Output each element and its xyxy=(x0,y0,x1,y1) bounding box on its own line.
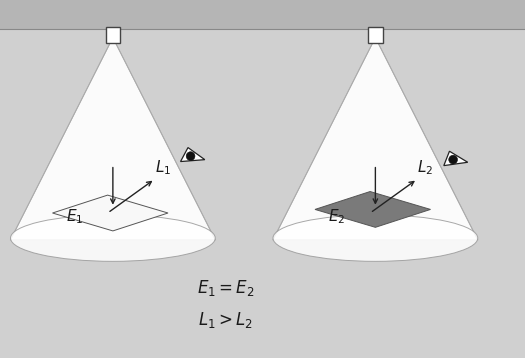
Bar xyxy=(0,0,525,29)
Ellipse shape xyxy=(10,215,215,261)
Polygon shape xyxy=(181,147,205,161)
Text: $L_1$: $L_1$ xyxy=(155,159,171,177)
Text: $E_1$: $E_1$ xyxy=(66,207,83,226)
Text: $E_1 = E_2$: $E_1 = E_2$ xyxy=(197,278,255,298)
Ellipse shape xyxy=(186,152,195,160)
Ellipse shape xyxy=(449,155,457,164)
Bar xyxy=(106,27,120,43)
Ellipse shape xyxy=(273,215,478,261)
Polygon shape xyxy=(315,192,430,227)
Text: $E_2$: $E_2$ xyxy=(328,207,345,226)
Polygon shape xyxy=(273,38,478,240)
Polygon shape xyxy=(10,38,215,240)
Polygon shape xyxy=(444,151,468,166)
Polygon shape xyxy=(52,195,168,231)
Text: $L_2$: $L_2$ xyxy=(417,159,434,177)
Text: $L_1 > L_2$: $L_1 > L_2$ xyxy=(198,310,253,330)
Bar xyxy=(368,27,383,43)
